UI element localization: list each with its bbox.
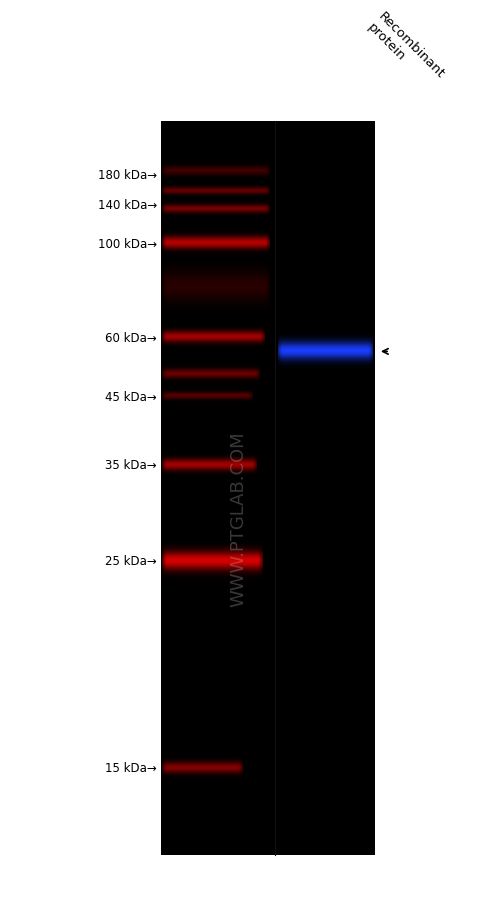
Text: 45 kDa→: 45 kDa→ bbox=[105, 391, 157, 403]
Text: WWW.PTGLAB.COM: WWW.PTGLAB.COM bbox=[229, 431, 247, 606]
Text: 35 kDa→: 35 kDa→ bbox=[106, 458, 157, 472]
Text: 100 kDa→: 100 kDa→ bbox=[98, 237, 157, 251]
Text: 25 kDa→: 25 kDa→ bbox=[105, 555, 157, 567]
Text: 180 kDa→: 180 kDa→ bbox=[98, 169, 157, 181]
Text: 140 kDa→: 140 kDa→ bbox=[98, 198, 157, 211]
Bar bbox=[161, 122, 375, 855]
Text: Recombinant
protein: Recombinant protein bbox=[365, 10, 447, 92]
Text: 60 kDa→: 60 kDa→ bbox=[105, 332, 157, 345]
Text: 15 kDa→: 15 kDa→ bbox=[105, 761, 157, 775]
